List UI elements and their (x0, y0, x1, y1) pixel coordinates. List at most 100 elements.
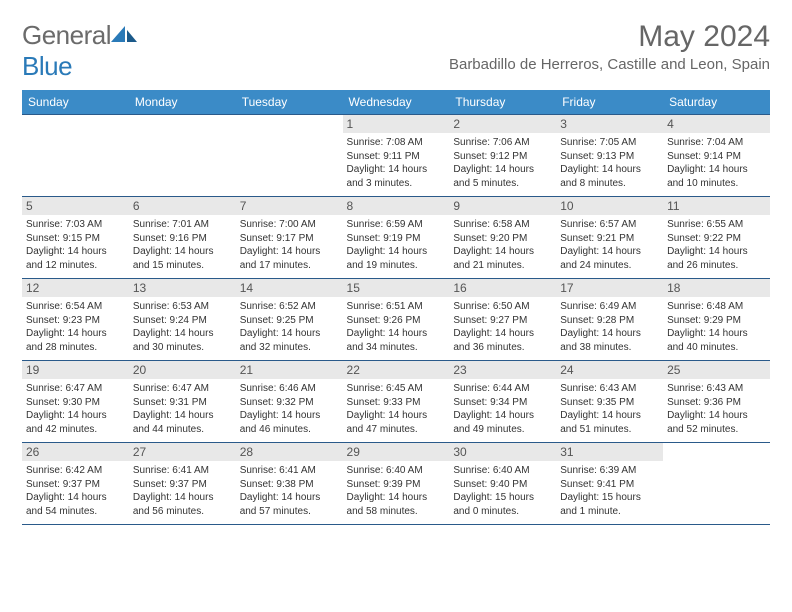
day-cell: 23Sunrise: 6:44 AMSunset: 9:34 PMDayligh… (449, 361, 556, 443)
day-info: Sunrise: 6:49 AMSunset: 9:28 PMDaylight:… (560, 300, 659, 354)
day-info: Sunrise: 6:41 AMSunset: 9:37 PMDaylight:… (133, 464, 232, 518)
logo: General Blue (22, 20, 139, 82)
day-cell: 16 Sunrise: 6:50 AMSunset: 9:27 PMDayligh… (449, 279, 556, 361)
day-number: 1 (343, 115, 450, 133)
day-cell: 3Sunrise: 7:05 AMSunset: 9:13 PMDaylight… (556, 115, 663, 197)
calendar-table: SundayMondayTuesdayWednesdayThursdayFrid… (22, 90, 770, 525)
day-number: 22 (343, 361, 450, 379)
day-cell: 10Sunrise: 6:57 AMSunset: 9:21 PMDayligh… (556, 197, 663, 279)
day-info: Sunrise: 7:04 AMSunset: 9:14 PMDaylight:… (667, 136, 766, 190)
day-number: 17 (556, 279, 663, 297)
day-header-thursday: Thursday (449, 90, 556, 115)
day-cell: 2Sunrise: 7:06 AMSunset: 9:12 PMDaylight… (449, 115, 556, 197)
day-cell: 15 Sunrise: 6:51 AMSunset: 9:26 PMDayligh… (343, 279, 450, 361)
day-info: Sunrise: 6:47 AMSunset: 9:30 PMDaylight:… (26, 382, 125, 436)
day-number: 27 (129, 443, 236, 461)
day-info: Sunrise: 6:39 AMSunset: 9:41 PMDaylight:… (560, 464, 659, 518)
day-number: 9 (449, 197, 556, 215)
day-cell: 1 Sunrise: 7:08 AMSunset: 9:11 PMDaylight… (343, 115, 450, 197)
day-header-tuesday: Tuesday (236, 90, 343, 115)
day-cell: 14 Sunrise: 6:52 AMSunset: 9:25 PMDayligh… (236, 279, 343, 361)
day-cell: 5 Sunrise: 7:03 AMSunset: 9:15 PMDaylight… (22, 197, 129, 279)
week-row: 5 Sunrise: 7:03 AMSunset: 9:15 PMDaylight… (22, 197, 770, 279)
day-cell: 7 Sunrise: 7:00 AMSunset: 9:17 PMDaylight… (236, 197, 343, 279)
day-number: 7 (236, 197, 343, 215)
location: Barbadillo de Herreros, Castille and Leo… (449, 56, 770, 73)
day-cell: 18 Sunrise: 6:48 AMSunset: 9:29 PMDayligh… (663, 279, 770, 361)
day-header-sunday: Sunday (22, 90, 129, 115)
day-header-monday: Monday (129, 90, 236, 115)
day-number: 3 (556, 115, 663, 133)
day-info: Sunrise: 6:53 AMSunset: 9:24 PMDaylight:… (133, 300, 232, 354)
day-info: Sunrise: 6:44 AMSunset: 9:34 PMDaylight:… (453, 382, 552, 436)
day-header-friday: Friday (556, 90, 663, 115)
day-number: 8 (343, 197, 450, 215)
day-info: Sunrise: 6:52 AMSunset: 9:25 PMDaylight:… (240, 300, 339, 354)
day-number: 19 (22, 361, 129, 379)
day-number: 18 (663, 279, 770, 297)
day-cell: 17 Sunrise: 6:49 AMSunset: 9:28 PMDayligh… (556, 279, 663, 361)
day-info: Sunrise: 6:48 AMSunset: 9:29 PMDaylight:… (667, 300, 766, 354)
day-info: Sunrise: 6:46 AMSunset: 9:32 PMDaylight:… (240, 382, 339, 436)
day-info: Sunrise: 7:03 AMSunset: 9:15 PMDaylight:… (26, 218, 125, 272)
day-info: Sunrise: 6:45 AMSunset: 9:33 PMDaylight:… (347, 382, 446, 436)
day-cell: 27 Sunrise: 6:41 AMSunset: 9:37 PMDayligh… (129, 443, 236, 525)
day-cell: 28 Sunrise: 6:41 AMSunset: 9:38 PMDayligh… (236, 443, 343, 525)
day-info: Sunrise: 6:40 AMSunset: 9:39 PMDaylight:… (347, 464, 446, 518)
calendar-body: 1 Sunrise: 7:08 AMSunset: 9:11 PMDaylight… (22, 115, 770, 525)
day-cell: 21 Sunrise: 6:46 AMSunset: 9:32 PMDayligh… (236, 361, 343, 443)
day-number: 31 (556, 443, 663, 461)
day-number: 20 (129, 361, 236, 379)
week-row: 19 Sunrise: 6:47 AMSunset: 9:30 PMDayligh… (22, 361, 770, 443)
day-info: Sunrise: 7:01 AMSunset: 9:16 PMDaylight:… (133, 218, 232, 272)
day-info: Sunrise: 6:41 AMSunset: 9:38 PMDaylight:… (240, 464, 339, 518)
day-number: 2 (449, 115, 556, 133)
day-number: 14 (236, 279, 343, 297)
title-block: May 2024 Barbadillo de Herreros, Castill… (449, 20, 770, 73)
day-number: 13 (129, 279, 236, 297)
day-cell: 9 Sunrise: 6:58 AMSunset: 9:20 PMDaylight… (449, 197, 556, 279)
day-info: Sunrise: 6:43 AMSunset: 9:36 PMDaylight:… (667, 382, 766, 436)
day-info: Sunrise: 6:51 AMSunset: 9:26 PMDaylight:… (347, 300, 446, 354)
day-cell: 26Sunrise: 6:42 AMSunset: 9:37 PMDayligh… (22, 443, 129, 525)
day-number: 15 (343, 279, 450, 297)
day-info: Sunrise: 6:40 AMSunset: 9:40 PMDaylight:… (453, 464, 552, 518)
day-info: Sunrise: 7:00 AMSunset: 9:17 PMDaylight:… (240, 218, 339, 272)
day-number: 30 (449, 443, 556, 461)
day-number: 16 (449, 279, 556, 297)
day-info: Sunrise: 6:59 AMSunset: 9:19 PMDaylight:… (347, 218, 446, 272)
day-cell: 19 Sunrise: 6:47 AMSunset: 9:30 PMDayligh… (22, 361, 129, 443)
day-number: 25 (663, 361, 770, 379)
day-cell: 6 Sunrise: 7:01 AMSunset: 9:16 PMDaylight… (129, 197, 236, 279)
day-cell: 20 Sunrise: 6:47 AMSunset: 9:31 PMDayligh… (129, 361, 236, 443)
day-number: 11 (663, 197, 770, 215)
day-cell: 11Sunrise: 6:55 AMSunset: 9:22 PMDayligh… (663, 197, 770, 279)
day-info: Sunrise: 6:57 AMSunset: 9:21 PMDaylight:… (560, 218, 659, 272)
month-title: May 2024 (449, 20, 770, 54)
day-info: Sunrise: 7:08 AMSunset: 9:11 PMDaylight:… (347, 136, 446, 190)
day-number: 5 (22, 197, 129, 215)
logo-sail-icon (111, 24, 139, 44)
day-info: Sunrise: 6:50 AMSunset: 9:27 PMDaylight:… (453, 300, 552, 354)
day-info: Sunrise: 6:47 AMSunset: 9:31 PMDaylight:… (133, 382, 232, 436)
day-cell: 25 Sunrise: 6:43 AMSunset: 9:36 PMDayligh… (663, 361, 770, 443)
logo-text-a: General (22, 20, 111, 50)
day-number: 21 (236, 361, 343, 379)
day-info: Sunrise: 6:42 AMSunset: 9:37 PMDaylight:… (26, 464, 125, 518)
day-header-saturday: Saturday (663, 90, 770, 115)
day-cell: 30 Sunrise: 6:40 AMSunset: 9:40 PMDayligh… (449, 443, 556, 525)
week-row: 1 Sunrise: 7:08 AMSunset: 9:11 PMDaylight… (22, 115, 770, 197)
day-number: 4 (663, 115, 770, 133)
day-number: 6 (129, 197, 236, 215)
day-number: 24 (556, 361, 663, 379)
day-cell: 13 Sunrise: 6:53 AMSunset: 9:24 PMDayligh… (129, 279, 236, 361)
day-number: 28 (236, 443, 343, 461)
day-number: 29 (343, 443, 450, 461)
day-info: Sunrise: 6:58 AMSunset: 9:20 PMDaylight:… (453, 218, 552, 272)
week-row: 12Sunrise: 6:54 AMSunset: 9:23 PMDayligh… (22, 279, 770, 361)
empty-cell (22, 115, 129, 197)
day-cell: 12Sunrise: 6:54 AMSunset: 9:23 PMDayligh… (22, 279, 129, 361)
week-row: 26Sunrise: 6:42 AMSunset: 9:37 PMDayligh… (22, 443, 770, 525)
day-header-row: SundayMondayTuesdayWednesdayThursdayFrid… (22, 90, 770, 115)
day-info: Sunrise: 6:43 AMSunset: 9:35 PMDaylight:… (560, 382, 659, 436)
